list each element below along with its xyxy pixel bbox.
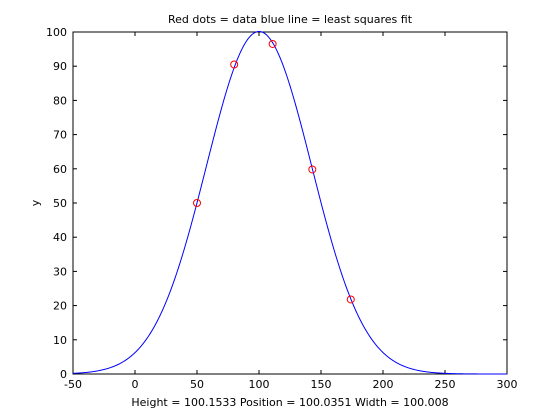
plot-area [72, 31, 508, 375]
data-point [308, 165, 317, 174]
y-tick-label: 20 [53, 300, 67, 313]
x-tick-label: 0 [132, 378, 139, 391]
y-tick-label: 70 [53, 129, 67, 142]
data-point [268, 39, 277, 48]
x-tick-label: 250 [435, 378, 456, 391]
x-tick-label: 100 [249, 378, 270, 391]
y-tick-label: 0 [60, 368, 67, 381]
x-tick-label: -50 [64, 378, 82, 391]
data-point [346, 295, 355, 304]
data-point [193, 199, 201, 207]
x-tick-label: 300 [497, 378, 518, 391]
y-tick-label: 80 [53, 94, 67, 107]
axes-box [72, 31, 508, 375]
x-tick-label: 50 [190, 378, 204, 391]
x-tick-label: 200 [373, 378, 394, 391]
fit-line [72, 30, 507, 375]
y-tick-label: 90 [53, 60, 67, 73]
y-tick-label: 50 [53, 197, 67, 210]
y-tick-label: 60 [53, 163, 67, 176]
y-axis-label: y [29, 199, 42, 206]
data-point [230, 60, 239, 69]
y-tick-label: 30 [53, 265, 67, 278]
x-tick-label: 150 [311, 378, 332, 391]
chart-title: Red dots = data blue line = least square… [168, 13, 413, 26]
ticks-layer: -50 0 50 100 150 200 250 3000102030405060708090… [46, 26, 518, 391]
y-tick-label: 40 [53, 231, 67, 244]
data-layer [72, 30, 507, 375]
x-axis-label: Height = 100.1533 Position = 100.0351 Wi… [131, 396, 448, 409]
y-tick-label: 100 [46, 26, 67, 39]
y-tick-label: 10 [53, 334, 67, 347]
